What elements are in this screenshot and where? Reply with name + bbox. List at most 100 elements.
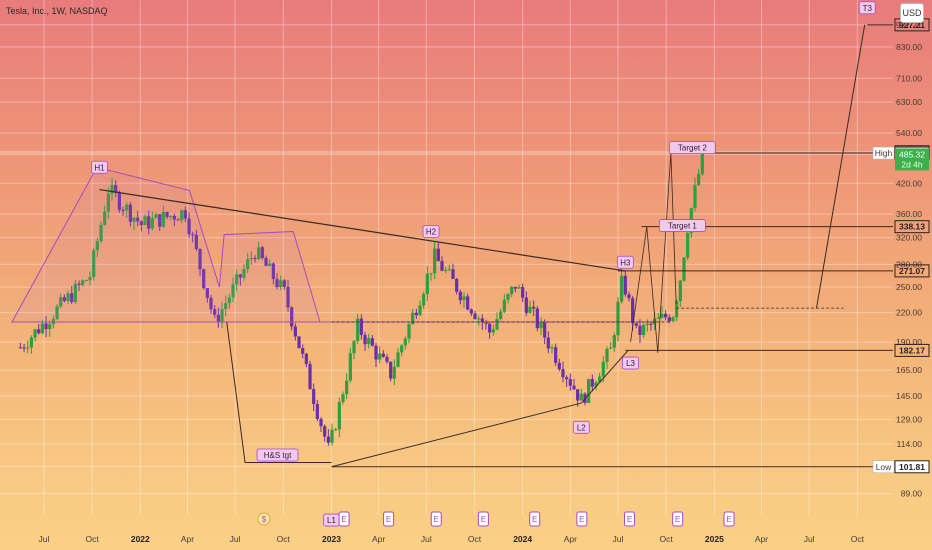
candle: [209, 294, 213, 314]
candle-body: [154, 214, 158, 219]
earnings-marker[interactable]: E: [672, 511, 684, 527]
currency-button[interactable]: USD: [900, 3, 924, 23]
candle: [638, 319, 642, 344]
candle-body: [370, 338, 374, 346]
candle: [154, 212, 158, 219]
earnings-marker[interactable]: E: [624, 511, 636, 527]
price-badge-box: [894, 220, 930, 234]
earnings-marker[interactable]: E: [529, 511, 541, 527]
candle-body: [235, 274, 239, 285]
candle-body: [125, 204, 129, 211]
candle: [693, 177, 697, 212]
head-trendline: [99, 188, 626, 272]
candle-body: [73, 283, 77, 303]
candle-body: [675, 301, 679, 318]
candle-body: [576, 389, 580, 401]
candle-body: [550, 347, 554, 349]
candle-body: [62, 297, 66, 302]
candle-body: [469, 309, 473, 314]
candle: [623, 270, 627, 297]
candle-body: [495, 318, 499, 330]
candle: [521, 283, 525, 303]
candle-body: [202, 269, 206, 289]
time-tick-label: 2022: [131, 534, 150, 544]
candle: [598, 372, 602, 383]
price-tick-label: 114.00: [897, 439, 923, 449]
time-tick-label: 2024: [513, 534, 532, 544]
candle: [286, 279, 290, 312]
time-tick-label: Apr: [564, 534, 577, 544]
candle: [121, 206, 125, 216]
candle-body: [293, 326, 297, 337]
dividend-marker[interactable]: $: [257, 512, 271, 526]
candle: [271, 262, 275, 285]
price-tick-label: 190.00: [896, 337, 922, 347]
drawings: [11, 24, 893, 468]
candle: [649, 321, 653, 331]
candle-body: [238, 274, 242, 278]
annotation-label: H1: [91, 160, 108, 174]
candle: [675, 299, 679, 322]
earnings-marker[interactable]: E: [723, 511, 735, 527]
candle-body: [568, 379, 572, 386]
earnings-marker[interactable]: E: [383, 511, 395, 527]
last-price-badge: [895, 148, 929, 171]
earnings-marker[interactable]: E: [338, 511, 350, 527]
candle: [590, 374, 594, 392]
time-tick-label: Oct: [851, 534, 865, 544]
candle: [33, 328, 37, 342]
candle-body: [242, 269, 246, 278]
candle-body: [554, 347, 558, 363]
earnings-marker[interactable]: E: [477, 511, 489, 527]
candle-body: [634, 323, 638, 326]
price-badge-value: 271.07: [899, 266, 925, 276]
candle: [92, 247, 96, 281]
candle-body: [447, 269, 451, 271]
candle: [227, 293, 231, 309]
candle-body: [143, 216, 147, 225]
annotation-box: [256, 448, 299, 462]
candle-body: [594, 382, 598, 387]
candle-body: [521, 287, 525, 298]
candle-body: [605, 348, 609, 362]
candle-body: [341, 394, 345, 403]
earnings-marker[interactable]: E: [576, 511, 588, 527]
candle: [546, 331, 550, 354]
candle: [117, 190, 121, 213]
candle: [44, 316, 48, 338]
candle: [231, 277, 235, 302]
candle-body: [326, 436, 330, 443]
candle-body: [403, 338, 407, 346]
candle-body: [484, 322, 488, 324]
candle: [568, 373, 572, 391]
candle-body: [92, 250, 96, 278]
candle-body: [198, 248, 202, 270]
candle-body: [323, 426, 327, 437]
candle: [191, 231, 195, 243]
candle: [312, 383, 316, 411]
annotation-box: [616, 255, 634, 269]
candle: [238, 273, 242, 286]
candle-body: [455, 278, 459, 292]
candle: [352, 340, 356, 360]
price-tick-label: 927.21: [896, 20, 922, 30]
candle-body: [95, 241, 99, 251]
time-tick-label: 2023: [322, 534, 341, 544]
candle: [348, 347, 352, 383]
candle-body: [414, 312, 418, 316]
annotation-box: [659, 219, 706, 232]
candle-body: [297, 336, 301, 349]
candle-body: [601, 361, 605, 377]
candle-body: [165, 212, 169, 217]
candle: [176, 218, 180, 221]
earnings-marker[interactable]: E: [430, 511, 442, 527]
annotation-box: [91, 160, 108, 174]
candle-body: [205, 288, 209, 298]
time-tick-label: Jul: [804, 534, 815, 544]
event-marker-text: E: [726, 515, 731, 524]
annotation-label: T3: [858, 1, 876, 15]
chart-title: Tesla, Inc., 1W, NASDAQ: [6, 6, 108, 16]
candle-body: [667, 317, 671, 322]
